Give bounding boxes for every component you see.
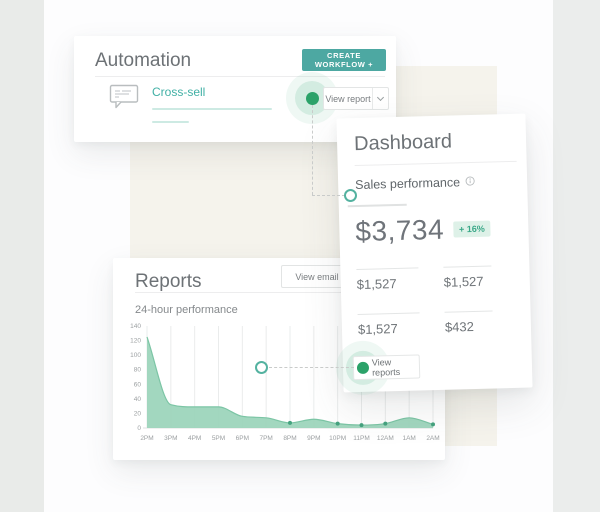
connector-node-circle [344, 189, 357, 202]
chart-title: 24-hour performance [135, 304, 238, 316]
dropdown-section[interactable] [372, 88, 388, 109]
svg-text:2AM: 2AM [426, 435, 439, 442]
reports-title: Reports [135, 271, 202, 292]
section-underline [347, 203, 407, 208]
dashboard-header-divider [354, 160, 517, 167]
right-gray-band [553, 0, 600, 512]
view-email-button[interactable]: View email [281, 265, 353, 288]
svg-text:40: 40 [134, 396, 142, 403]
svg-text:60: 60 [134, 381, 142, 388]
svg-text:12AM: 12AM [377, 435, 394, 442]
svg-text:5PM: 5PM [212, 435, 225, 442]
stat-value: $432 [444, 318, 475, 335]
connector-dashed-horizontal [312, 195, 345, 196]
view-report-button[interactable]: View report [323, 87, 389, 110]
workflow-name-link[interactable]: Cross-sell [152, 85, 206, 99]
svg-text:1AM: 1AM [402, 435, 415, 442]
performance-area-chart: 0 20 40 60 80 100 120 140 2PM 3PM 4PM 5PM 6PM 7PM 8PM 9… [130, 323, 440, 442]
chevron-down-icon [376, 93, 385, 102]
stat-divider [443, 265, 492, 268]
stat-divider [444, 310, 493, 313]
stat-divider [356, 267, 419, 271]
svg-text:3PM: 3PM [164, 435, 177, 442]
svg-text:20: 20 [134, 410, 142, 417]
change-badge: + 16% [452, 220, 492, 238]
chart-point-circle [255, 361, 268, 374]
svg-text:10PM: 10PM [329, 435, 346, 442]
status-dot-icon [306, 92, 319, 105]
dashboard-title: Dashboard [353, 130, 453, 156]
sales-performance-label: Sales performance [355, 175, 475, 192]
create-workflow-button[interactable]: CREATE WORKFLOW + [302, 49, 386, 71]
info-icon[interactable] [465, 175, 475, 189]
connector-dashed-vertical [312, 105, 313, 195]
connector-dashed-horizontal [269, 367, 354, 368]
workflow-placeholder-line-1 [152, 108, 272, 110]
svg-text:120: 120 [130, 338, 141, 345]
svg-text:140: 140 [130, 323, 141, 330]
automation-title: Automation [95, 50, 192, 71]
speech-bubble-icon [109, 82, 140, 116]
svg-text:7PM: 7PM [259, 435, 272, 442]
svg-text:100: 100 [130, 352, 141, 359]
total-row: $3,734 + 16% [355, 213, 492, 249]
svg-text:6PM: 6PM [236, 435, 249, 442]
svg-text:8PM: 8PM [283, 435, 296, 442]
workflow-placeholder-line-2 [152, 121, 189, 123]
stat-value: $1,527 [443, 273, 484, 290]
left-gray-band [0, 0, 44, 512]
svg-text:2PM: 2PM [140, 435, 153, 442]
total-value: $3,734 [355, 213, 445, 248]
sales-performance-text: Sales performance [355, 175, 461, 193]
svg-text:11PM: 11PM [353, 435, 370, 442]
view-report-label: View report [325, 93, 371, 104]
stat-divider [357, 312, 420, 316]
automation-card: Automation CREATE WORKFLOW + Cross-sell … [74, 36, 396, 142]
reports-header-divider [135, 292, 433, 293]
dashboard-card: Dashboard Sales performance $3,734 + 16%… [335, 113, 533, 396]
automation-header-divider [95, 76, 385, 77]
svg-text:0: 0 [137, 425, 141, 432]
stat-value: $1,527 [357, 320, 398, 338]
svg-text:4PM: 4PM [188, 435, 201, 442]
stat-value: $1,527 [356, 276, 397, 293]
svg-text:80: 80 [134, 367, 142, 374]
svg-text:9PM: 9PM [307, 435, 320, 442]
